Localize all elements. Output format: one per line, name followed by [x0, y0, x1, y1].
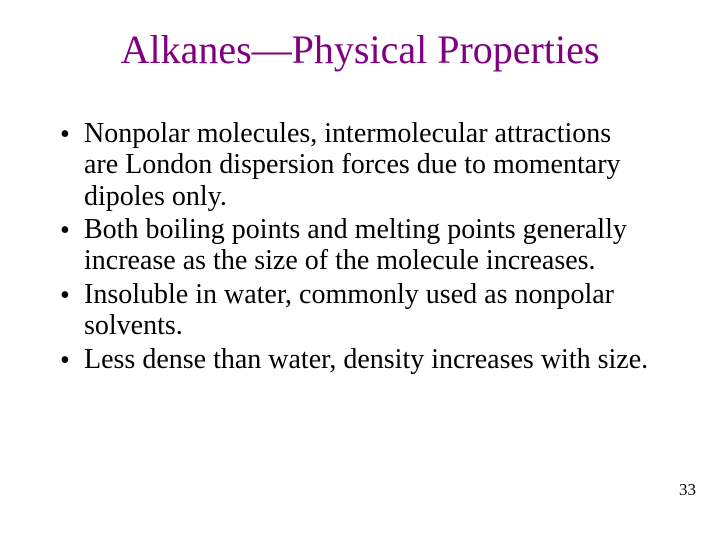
bullet-icon: • [60, 344, 84, 376]
bullet-icon: • [60, 279, 84, 311]
bullet-text: Insoluble in water, commonly used as non… [84, 279, 650, 342]
bullet-text: Less dense than water, density increases… [84, 344, 650, 375]
bullet-icon: • [60, 214, 84, 246]
slide-title: Alkanes—Physical Properties [0, 28, 720, 72]
bullet-text: Both boiling points and melting points g… [84, 214, 650, 277]
bullet-text: Nonpolar molecules, intermolecular attra… [84, 118, 650, 212]
list-item: • Insoluble in water, commonly used as n… [60, 279, 650, 342]
bullet-list: • Nonpolar molecules, intermolecular att… [60, 118, 650, 378]
list-item: • Nonpolar molecules, intermolecular att… [60, 118, 650, 212]
bullet-icon: • [60, 118, 84, 150]
page-number: 33 [679, 480, 696, 500]
list-item: • Both boiling points and melting points… [60, 214, 650, 277]
slide: Alkanes—Physical Properties • Nonpolar m… [0, 0, 720, 540]
list-item: • Less dense than water, density increas… [60, 344, 650, 376]
